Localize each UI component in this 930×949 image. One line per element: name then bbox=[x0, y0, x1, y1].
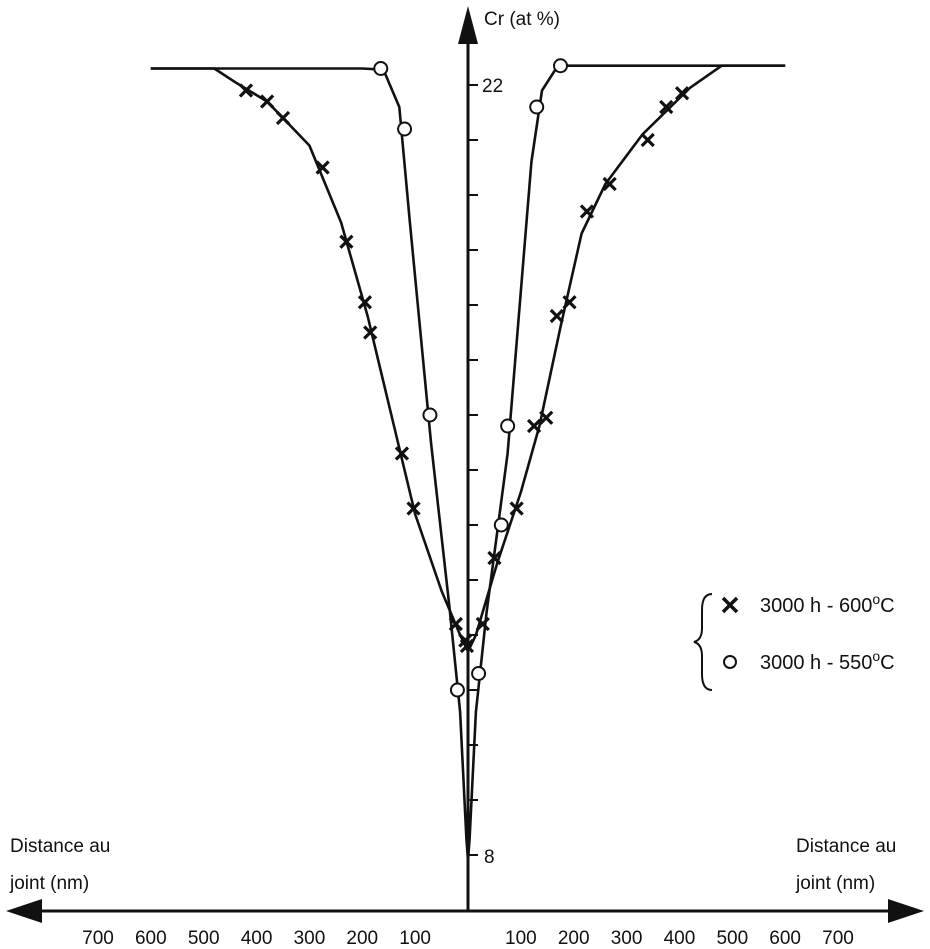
data-point-cross bbox=[275, 110, 291, 126]
x-tick-label: 500 bbox=[716, 928, 748, 949]
data-point-cross bbox=[526, 418, 542, 434]
legend-marker-circle bbox=[723, 655, 737, 669]
markers bbox=[238, 58, 690, 698]
legend-label-600-unit: C bbox=[880, 595, 894, 617]
legend-label-600: 3000 h - 600oC bbox=[760, 591, 895, 617]
x-tick-label: 700 bbox=[822, 928, 854, 949]
y-axis-arrow bbox=[458, 6, 478, 44]
data-point-circle bbox=[373, 61, 389, 76]
x-tick-label: 300 bbox=[611, 928, 643, 949]
x-tick-label: 200 bbox=[558, 928, 590, 949]
data-point-cross bbox=[394, 446, 410, 461]
y-tick-label-bottom: 8 bbox=[484, 847, 495, 868]
data-point-circle bbox=[422, 407, 438, 423]
series-line-600c bbox=[150, 64, 786, 653]
data-point-cross bbox=[315, 160, 330, 175]
data-point-cross bbox=[562, 295, 577, 310]
data-point-cross bbox=[459, 638, 475, 654]
data-point-cross bbox=[579, 204, 595, 219]
legend-label-600-text: 3000 h - 600 bbox=[760, 595, 872, 617]
data-point-cross bbox=[487, 550, 502, 566]
data-point-cross bbox=[602, 176, 617, 192]
data-point-circle bbox=[553, 58, 569, 74]
data-point-cross bbox=[363, 325, 378, 340]
x-tick-label: 600 bbox=[769, 928, 801, 949]
x-axis-title-left-line2: joint (nm) bbox=[9, 873, 89, 894]
data-point-circle bbox=[493, 517, 509, 533]
data-point-cross bbox=[357, 295, 373, 310]
legend-label-550: 3000 h - 550oC bbox=[760, 648, 895, 674]
x-axis-title-left-line1: Distance au bbox=[10, 836, 110, 857]
data-point-cross bbox=[475, 616, 490, 632]
legend-label-550-text: 3000 h - 550 bbox=[760, 652, 872, 674]
x-tick-labels: 700 600 500 400 300 200 100 100 200 300 400 500 600 7… bbox=[82, 928, 854, 949]
data-point-circle bbox=[500, 418, 516, 434]
legend: 3000 h - 600oC 3000 h - 550oC bbox=[693, 591, 895, 691]
legend-label-550-degree: o bbox=[872, 648, 880, 664]
legend-marker-cross bbox=[721, 596, 739, 614]
x-tick-label: 100 bbox=[505, 928, 537, 949]
x-tick-label: 300 bbox=[294, 928, 326, 949]
x-axis-title-right-line1: Distance au bbox=[796, 836, 896, 857]
x-tick-label: 100 bbox=[399, 928, 431, 949]
x-axis-arrow-right bbox=[888, 899, 924, 923]
curves bbox=[150, 64, 786, 862]
data-point-cross bbox=[406, 501, 421, 516]
data-point-cross bbox=[509, 501, 524, 516]
data-point-cross bbox=[640, 132, 655, 148]
legend-brace bbox=[693, 593, 713, 691]
legend-label-550-unit: C bbox=[880, 652, 894, 674]
y-tick-label-top: 22 bbox=[482, 76, 503, 97]
data-point-circle bbox=[471, 666, 487, 681]
x-tick-label: 700 bbox=[82, 928, 114, 949]
data-point-circle bbox=[397, 121, 413, 137]
data-point-circle bbox=[529, 99, 545, 115]
data-point-cross bbox=[448, 616, 463, 632]
data-point-circle bbox=[449, 682, 465, 698]
data-point-cross bbox=[539, 410, 554, 425]
data-point-cross bbox=[659, 99, 674, 115]
data-point-cross bbox=[339, 234, 354, 249]
data-point-cross bbox=[238, 83, 254, 98]
x-axis-title-right-line2: joint (nm) bbox=[795, 873, 875, 894]
legend-label-600-degree: o bbox=[872, 591, 880, 607]
x-tick-label: 600 bbox=[135, 928, 167, 949]
y-axis-title: Cr (at %) bbox=[484, 9, 560, 30]
x-tick-label: 400 bbox=[664, 928, 696, 949]
x-tick-label: 400 bbox=[241, 928, 273, 949]
data-point-cross bbox=[549, 308, 564, 324]
x-tick-label: 200 bbox=[346, 928, 378, 949]
data-point-cross bbox=[260, 94, 275, 109]
x-tick-label: 500 bbox=[188, 928, 220, 949]
data-point-cross bbox=[674, 86, 690, 101]
x-axis-arrow-left bbox=[6, 899, 42, 923]
series-line-550c bbox=[150, 64, 786, 862]
